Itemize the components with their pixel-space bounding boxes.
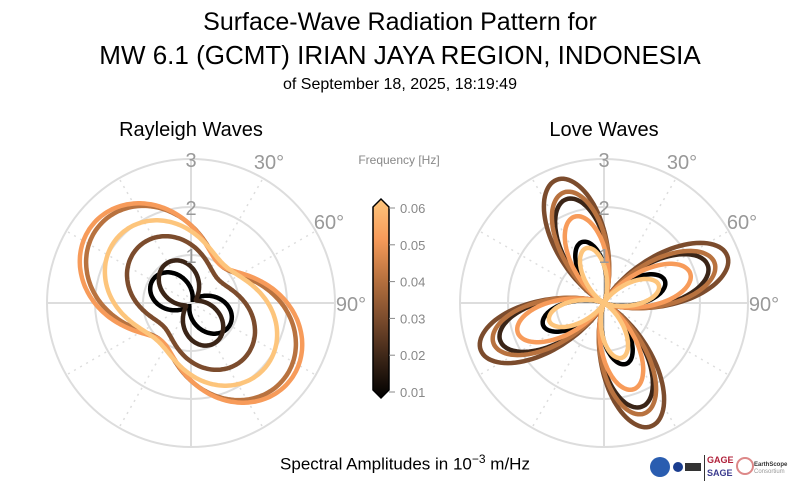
theta-tick-label: 30° <box>667 152 697 174</box>
sage-logo-text: SAGE <box>707 468 733 478</box>
radial-gridline <box>142 254 240 352</box>
consortium-logo-text: Consortium <box>754 469 785 475</box>
love-title: Love Waves <box>549 119 659 141</box>
theta-tick-label: 60° <box>727 212 757 234</box>
theta-tick-label: 30° <box>254 152 284 174</box>
theta-tick-label: 60° <box>314 212 344 234</box>
angular-gridline <box>603 177 677 304</box>
radial-gridline <box>507 206 701 400</box>
love-polar: 1 2 3 30° 60° 90° <box>459 150 779 448</box>
angular-gridline <box>478 230 605 304</box>
sponsor-logos: GAGE SAGE EarthScope Consortium <box>648 455 798 483</box>
colorbar-tick-label: 0.01 <box>400 385 425 400</box>
xlabel-text: Spectral Amplitudes in 10 <box>280 454 472 474</box>
earthscope-logo-icon <box>736 457 754 475</box>
colorbar-bar <box>372 197 390 400</box>
radial-gridline <box>46 158 336 448</box>
colorbar: Frequency [Hz] 0.06 0.05 0.04 0.03 0.02 0.01 <box>358 153 439 400</box>
colorbar-tick-label: 0.03 <box>400 311 425 326</box>
usgs-logo-icon <box>685 463 701 471</box>
nasa-logo-icon <box>673 462 683 472</box>
angular-gridline <box>65 302 192 376</box>
theta-tick-label: 90° <box>749 294 779 316</box>
colorbar-tick-label: 0.04 <box>400 275 425 290</box>
nsf-logo-icon <box>650 457 670 477</box>
r-tick-label: 3 <box>185 150 196 172</box>
series-0.03-hz <box>124 233 258 373</box>
angular-gridline <box>190 302 264 429</box>
r-tick-label: 1 <box>185 246 196 268</box>
series-0.06-hz <box>546 245 662 361</box>
colorbar-tick-label: 0.05 <box>400 238 425 253</box>
angular-gridline <box>118 177 192 304</box>
theta-tick-label: 90° <box>336 294 366 316</box>
r-tick-label: 3 <box>598 150 609 172</box>
r-tick-label: 2 <box>185 198 196 220</box>
x-axis-label: Spectral Amplitudes in 10−3 m/Hz <box>200 452 610 475</box>
series-0.01-hz <box>147 270 235 336</box>
radial-gridline <box>459 158 749 448</box>
angular-gridline <box>118 302 192 429</box>
xlabel-unit: m/Hz <box>485 454 530 474</box>
gage-logo-text: GAGE <box>707 455 734 465</box>
series-0.05-hz <box>77 201 305 405</box>
title-line-3: of September 18, 2025, 18:19:49 <box>283 76 517 93</box>
r-tick-label: 2 <box>598 198 609 220</box>
angular-gridline <box>190 177 264 304</box>
earthscope-logo-text: EarthScope <box>754 462 788 468</box>
r-tick-label: 1 <box>598 246 609 268</box>
logo-divider <box>704 455 705 481</box>
xlabel-exponent: −3 <box>471 452 486 466</box>
series-0.02-hz <box>156 258 226 348</box>
angular-gridline <box>603 302 730 376</box>
colorbar-tick-label: 0.06 <box>400 201 425 216</box>
title-line-2: MW 6.1 (GCMT) IRIAN JAYA REGION, INDONES… <box>99 40 701 70</box>
angular-gridline <box>190 230 317 304</box>
rayleigh-polar: 1 2 3 30° 60° 90° <box>46 150 366 448</box>
colorbar-label: Frequency [Hz] <box>358 153 439 167</box>
colorbar-tick-label: 0.02 <box>400 348 425 363</box>
angular-gridline <box>531 302 605 429</box>
rayleigh-title: Rayleigh Waves <box>119 119 263 141</box>
title-line-1: Surface-Wave Radiation Pattern for <box>203 8 597 36</box>
series-0.06-hz <box>102 218 280 388</box>
